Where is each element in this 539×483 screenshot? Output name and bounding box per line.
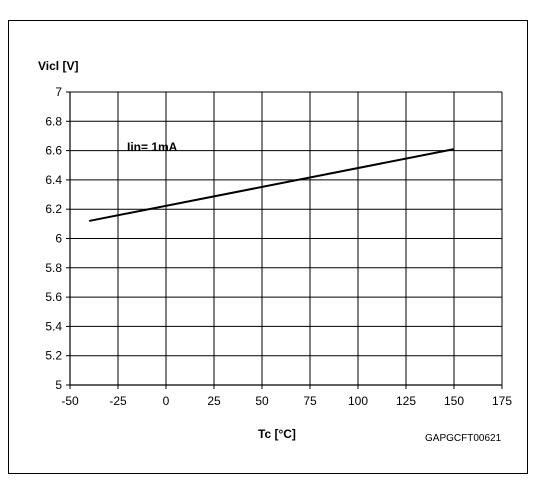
grid bbox=[69, 91, 503, 386]
y-axis-label: Vicl [V] bbox=[38, 59, 78, 73]
x-tick-label: 175 bbox=[492, 394, 512, 408]
x-tick-label: 0 bbox=[163, 394, 170, 408]
y-tick-label: 5 bbox=[55, 378, 62, 392]
x-tick-label: 150 bbox=[444, 394, 464, 408]
chart-frame bbox=[8, 20, 528, 474]
condition-annotation: Iin= 1mA bbox=[127, 140, 178, 154]
y-tick-label: 5.2 bbox=[45, 349, 62, 363]
y-tick-label: 6.2 bbox=[45, 202, 62, 216]
y-tick-label: 5.4 bbox=[45, 319, 62, 333]
x-tick-labels: -50 -25 0 25 50 75 100 125 150 175 bbox=[61, 394, 512, 408]
y-tick-label: 6.8 bbox=[45, 114, 62, 128]
y-tick-label: 6 bbox=[55, 232, 62, 246]
y-tick-label: 5.6 bbox=[45, 290, 62, 304]
y-tick-label: 6.4 bbox=[45, 173, 62, 187]
x-tick-label: -25 bbox=[109, 394, 127, 408]
series-group bbox=[89, 148, 455, 222]
figure-code: GAPGCFT00621 bbox=[425, 433, 502, 444]
x-axis-label: Tc [°C] bbox=[258, 427, 296, 441]
x-tick-label: 75 bbox=[303, 394, 317, 408]
x-tick-label: 100 bbox=[348, 394, 368, 408]
x-tick-label: -50 bbox=[61, 394, 79, 408]
y-tick-label: 5.8 bbox=[45, 261, 62, 275]
axes bbox=[66, 91, 503, 389]
x-tick-label: 125 bbox=[396, 394, 416, 408]
series-line bbox=[89, 148, 455, 222]
y-tick-label: 7 bbox=[55, 85, 62, 99]
x-tick-label: 25 bbox=[207, 394, 221, 408]
x-tick-label: 50 bbox=[255, 394, 269, 408]
y-tick-label: 6.6 bbox=[45, 144, 62, 158]
y-tick-labels: 5 5.2 5.4 5.6 5.8 6 6.2 6.4 6.6 6.8 7 bbox=[45, 85, 62, 392]
